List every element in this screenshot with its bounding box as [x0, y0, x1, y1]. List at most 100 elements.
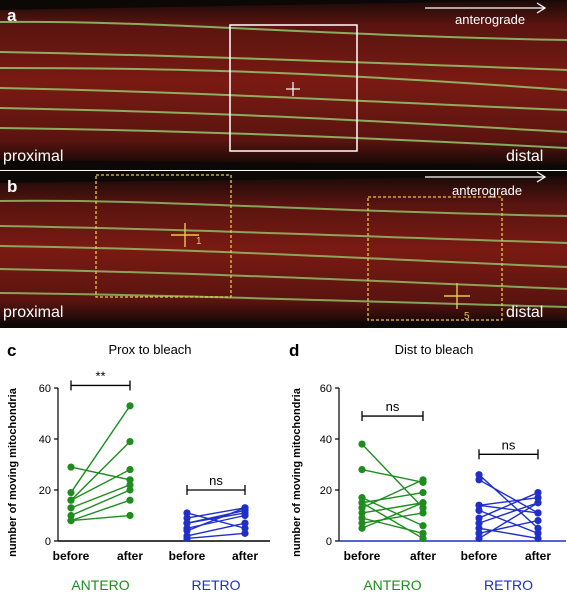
proximal-label-b: proximal: [3, 304, 64, 321]
panel-d-label: d: [289, 341, 300, 360]
data-point-after: [419, 529, 427, 537]
pair-line: [186, 532, 246, 540]
pair-line: [70, 499, 131, 522]
data-point-after: [126, 476, 134, 484]
data-point-after: [241, 511, 249, 520]
data-point-before: [358, 504, 366, 512]
data-point-before: [358, 494, 366, 502]
micrograph-panel-a: a anterograde proximal distal: [0, 0, 567, 170]
data-point-before: [67, 517, 75, 525]
data-point-after: [126, 511, 134, 520]
data-point-before: [183, 527, 191, 535]
data-point-after: [419, 504, 427, 512]
pair-line: [70, 441, 131, 501]
marker-1-label: 1: [196, 236, 202, 247]
significance-label: ns: [209, 473, 223, 488]
data-point-after: [419, 488, 427, 497]
y-tick-label: 40: [320, 434, 332, 446]
chart-c-svg: Prox to bleach number of moving mitochond…: [7, 342, 270, 593]
crosshair-b1-icon: [171, 223, 199, 247]
group-label: ANTERO: [363, 577, 421, 593]
data-point-before: [358, 524, 366, 532]
data-point-before: [475, 471, 483, 479]
significance-label: ns: [502, 437, 516, 452]
data-point-after: [419, 509, 427, 517]
anterograde-label-a: anterograde: [455, 12, 526, 27]
pair-line: [478, 496, 539, 506]
data-point-before: [358, 466, 366, 474]
pair-line: [478, 479, 539, 514]
data-point-before: [183, 514, 191, 522]
data-point-after: [241, 506, 249, 514]
data-point-before: [358, 440, 366, 448]
arrow-right-icon: [425, 171, 547, 183]
crosshair-a-icon: [286, 82, 300, 96]
bleach-box-a: [229, 24, 358, 152]
pair-line: [186, 507, 246, 519]
pair-line: [70, 466, 131, 481]
pair-line: [70, 405, 131, 493]
y-tick-label: 60: [320, 383, 332, 395]
x-tick-label: after: [117, 549, 143, 563]
pair-line: [478, 519, 539, 535]
data-point-after: [419, 499, 427, 507]
group-label: RETRO: [192, 577, 241, 593]
pair-line: [478, 504, 539, 514]
pair-line: [478, 502, 539, 540]
chart-c: c Prox to bleach number of moving mitocho…: [0, 335, 283, 595]
significance-label: ns: [386, 399, 400, 414]
data-point-before: [475, 529, 483, 537]
y-tick-label: 40: [39, 434, 51, 446]
x-tick-label: before: [461, 549, 498, 563]
roi-box-distal: [367, 196, 503, 321]
data-point-after: [126, 486, 134, 494]
pair-line: [186, 514, 246, 529]
x-tick-label: before: [344, 549, 381, 563]
x-tick-label: after: [232, 549, 258, 563]
x-tick-label: after: [525, 549, 551, 563]
anterograde-label-b: anterograde: [452, 183, 523, 198]
data-point-before: [475, 524, 483, 532]
data-point-after: [126, 496, 134, 504]
pair-line: [361, 517, 424, 535]
data-point-after: [241, 529, 249, 537]
data-point-after: [419, 534, 427, 543]
data-point-before: [475, 501, 483, 509]
data-point-after: [534, 488, 542, 497]
pair-line: [478, 491, 539, 519]
data-point-before: [358, 499, 366, 507]
pair-line: [361, 468, 424, 484]
pair-line: [70, 484, 131, 509]
y-tick-label: 0: [45, 536, 51, 548]
data-point-before: [67, 511, 75, 520]
data-point-after: [126, 466, 134, 474]
group-label: ANTERO: [71, 577, 129, 593]
data-point-before: [358, 509, 366, 517]
data-point-after: [534, 494, 542, 502]
group-label: RETRO: [484, 577, 533, 593]
proximal-label-a: proximal: [3, 148, 64, 165]
pair-line: [361, 512, 424, 524]
arrow-right-icon: [425, 2, 547, 14]
pair-line: [70, 468, 131, 501]
micrograph-panel-b: b anterograde proximal distal 1 5: [0, 171, 567, 328]
chart-title: Prox to bleach: [108, 342, 191, 357]
data-point-after: [126, 481, 134, 489]
micrograph-b-image: [0, 171, 567, 328]
data-point-before: [183, 534, 191, 543]
pair-line: [478, 502, 539, 524]
data-point-after: [126, 437, 134, 446]
significance-label: **: [95, 368, 105, 383]
panel-c-label: c: [7, 341, 17, 360]
y-tick-label: 60: [39, 383, 51, 395]
data-point-after: [534, 534, 542, 543]
data-point-after: [534, 517, 542, 525]
data-point-before: [475, 519, 483, 527]
data-point-after: [534, 509, 542, 517]
distal-label-b: distal: [506, 304, 544, 321]
data-point-before: [475, 476, 483, 484]
data-point-before: [67, 504, 75, 512]
pair-line: [478, 527, 539, 540]
pair-line: [361, 502, 424, 540]
data-point-before: [67, 488, 75, 497]
